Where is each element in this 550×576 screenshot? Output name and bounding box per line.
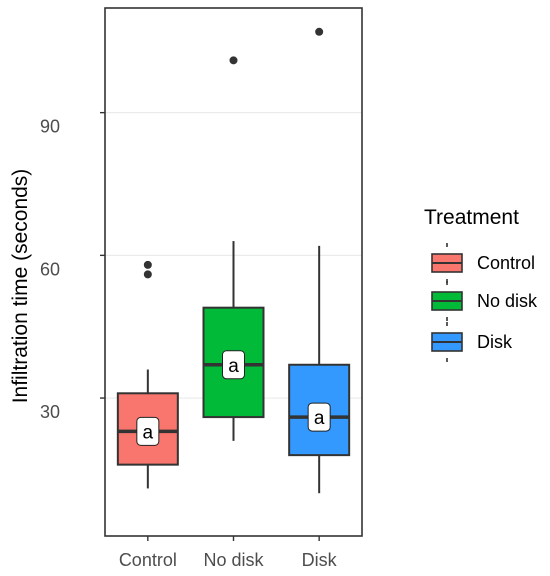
legend-item-1: No disk (431, 281, 538, 321)
legend-item-2: Disk (431, 322, 513, 362)
boxplot-1: a (202, 56, 265, 441)
group-label-box (307, 402, 331, 432)
x-tick-label-2: Disk (302, 550, 338, 570)
y-axis: 30 60 90 (40, 111, 105, 422)
outlier-point (315, 27, 324, 36)
legend-item-0: Control (431, 243, 535, 283)
legend-label: Disk (477, 332, 513, 352)
x-tick-label-0: Control (119, 550, 177, 570)
boxplot-2: a (288, 27, 351, 494)
legend: Treatment Control No disk Disk (424, 206, 538, 362)
y-tick-label-60: 60 (40, 259, 60, 279)
group-label: a (143, 422, 154, 443)
y-tick-label-30: 30 (40, 402, 60, 422)
group-label-box (222, 350, 245, 380)
outlier-point (143, 270, 152, 279)
legend-label: Control (477, 253, 535, 273)
group-label-box (136, 416, 160, 446)
y-axis-title: Infiltration time (seconds) (9, 169, 32, 404)
outlier-point (143, 260, 152, 269)
legend-label: No disk (477, 291, 538, 311)
boxplots: a a a (116, 27, 351, 494)
x-axis: Control No disk Disk (119, 536, 338, 570)
outlier-point (229, 56, 238, 65)
group-label: a (314, 408, 325, 429)
y-tick-label-90: 90 (40, 117, 60, 137)
group-label: a (228, 356, 239, 377)
boxplot-0: a (116, 260, 179, 489)
x-tick-label-1: No disk (203, 550, 264, 570)
legend-title: Treatment (424, 206, 519, 229)
